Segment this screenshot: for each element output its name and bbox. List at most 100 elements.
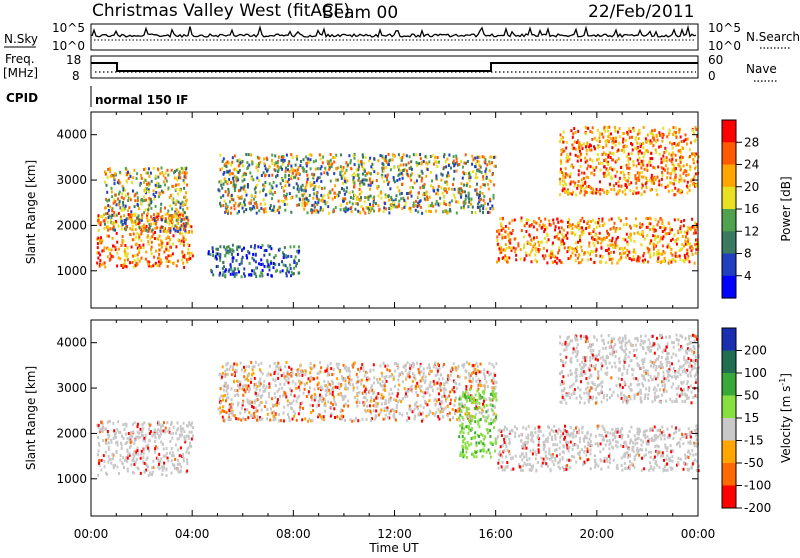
echo-cell [248, 365, 250, 368]
echo-cell [400, 197, 402, 200]
echo-cell [393, 155, 395, 158]
echo-cell [393, 166, 395, 169]
echo-cell [185, 238, 187, 241]
echo-cell [224, 274, 226, 277]
echo-cell [148, 204, 150, 207]
echo-cell [230, 365, 232, 368]
echo-cell [434, 362, 436, 365]
echo-cell [576, 246, 578, 249]
echo-cell [147, 208, 149, 211]
echo-cell [586, 153, 588, 156]
echo-cell [176, 222, 178, 225]
echo-cell [628, 153, 630, 156]
echo-cell [118, 179, 120, 182]
echo-cell [437, 370, 439, 373]
echo-cell [279, 395, 281, 398]
echo-cell [110, 175, 112, 178]
echo-cell [381, 372, 383, 375]
echo-cell [453, 404, 455, 407]
echo-cell [311, 204, 313, 207]
echo-cell [142, 427, 144, 430]
echo-cell [127, 470, 129, 473]
echo-cell [407, 390, 409, 393]
echo-cell [677, 237, 679, 240]
echo-cell [220, 410, 222, 413]
echo-cell [189, 444, 191, 447]
echo-cell [602, 146, 604, 149]
echo-cell [295, 383, 297, 386]
echo-cell [693, 175, 695, 178]
echo-cell [682, 147, 684, 150]
echo-cell [361, 180, 363, 183]
echo-cell [674, 171, 676, 174]
echo-cell [600, 169, 602, 172]
echo-cell [399, 157, 401, 160]
echo-cell [515, 254, 517, 257]
echo-cell [466, 361, 468, 364]
echo-cell [401, 183, 403, 186]
echo-cell [396, 194, 398, 197]
echo-cell [228, 368, 230, 371]
echo-cell [578, 228, 580, 231]
echo-cell [427, 391, 429, 394]
echo-cell [304, 198, 306, 201]
echo-cell [353, 386, 355, 389]
echo-cell [469, 185, 471, 188]
echo-cell [129, 227, 131, 230]
echo-cell [122, 187, 124, 190]
echo-cell [245, 208, 247, 211]
echo-cell [567, 193, 569, 196]
echo-cell [107, 225, 109, 228]
echo-cell [333, 396, 335, 399]
echo-cell [232, 257, 234, 260]
freq-panel [91, 56, 698, 78]
echo-cell [660, 145, 662, 148]
echo-cell [596, 226, 598, 229]
echo-cell [602, 189, 604, 192]
echo-cell [622, 138, 624, 141]
echo-cell [344, 172, 346, 175]
echo-cell [605, 249, 607, 252]
echo-cell [432, 205, 434, 208]
echo-cell [263, 380, 265, 383]
echo-cell [263, 171, 265, 174]
echo-cell [605, 153, 607, 156]
echo-cell [322, 208, 324, 211]
echo-cell [533, 225, 535, 228]
echo-cell [172, 432, 174, 435]
echo-cell [684, 179, 686, 182]
echo-cell [275, 169, 277, 172]
echo-cell [589, 158, 591, 161]
echo-cell [584, 251, 586, 254]
echo-cell [468, 193, 470, 196]
echo-cell [683, 219, 685, 222]
echo-cell [460, 160, 462, 163]
echo-cell [136, 192, 138, 195]
echo-cell [246, 161, 248, 164]
echo-cell [121, 228, 123, 231]
echo-cell [436, 200, 438, 203]
echo-cell [346, 202, 348, 205]
echo-cell [487, 371, 489, 374]
echo-cell [271, 275, 273, 278]
echo-cell [247, 401, 249, 404]
echo-cell [502, 256, 504, 259]
echo-cell [123, 208, 125, 211]
echo-cell [242, 401, 244, 404]
echo-cell [645, 137, 647, 140]
echo-cell [216, 258, 218, 261]
echo-cell [528, 233, 530, 236]
echo-cell [509, 222, 511, 225]
nsky-label: N.Sky [4, 32, 38, 46]
echo-cell [610, 244, 612, 247]
echo-cell [248, 384, 250, 387]
echo-cell [121, 192, 123, 195]
echo-cell [678, 188, 680, 191]
echo-cell [244, 190, 246, 193]
echo-cell [141, 230, 143, 233]
echo-cell [308, 199, 310, 202]
echo-cell [489, 162, 491, 165]
echo-cell [563, 242, 565, 245]
echo-cell [454, 188, 456, 191]
echo-cell [597, 190, 599, 193]
